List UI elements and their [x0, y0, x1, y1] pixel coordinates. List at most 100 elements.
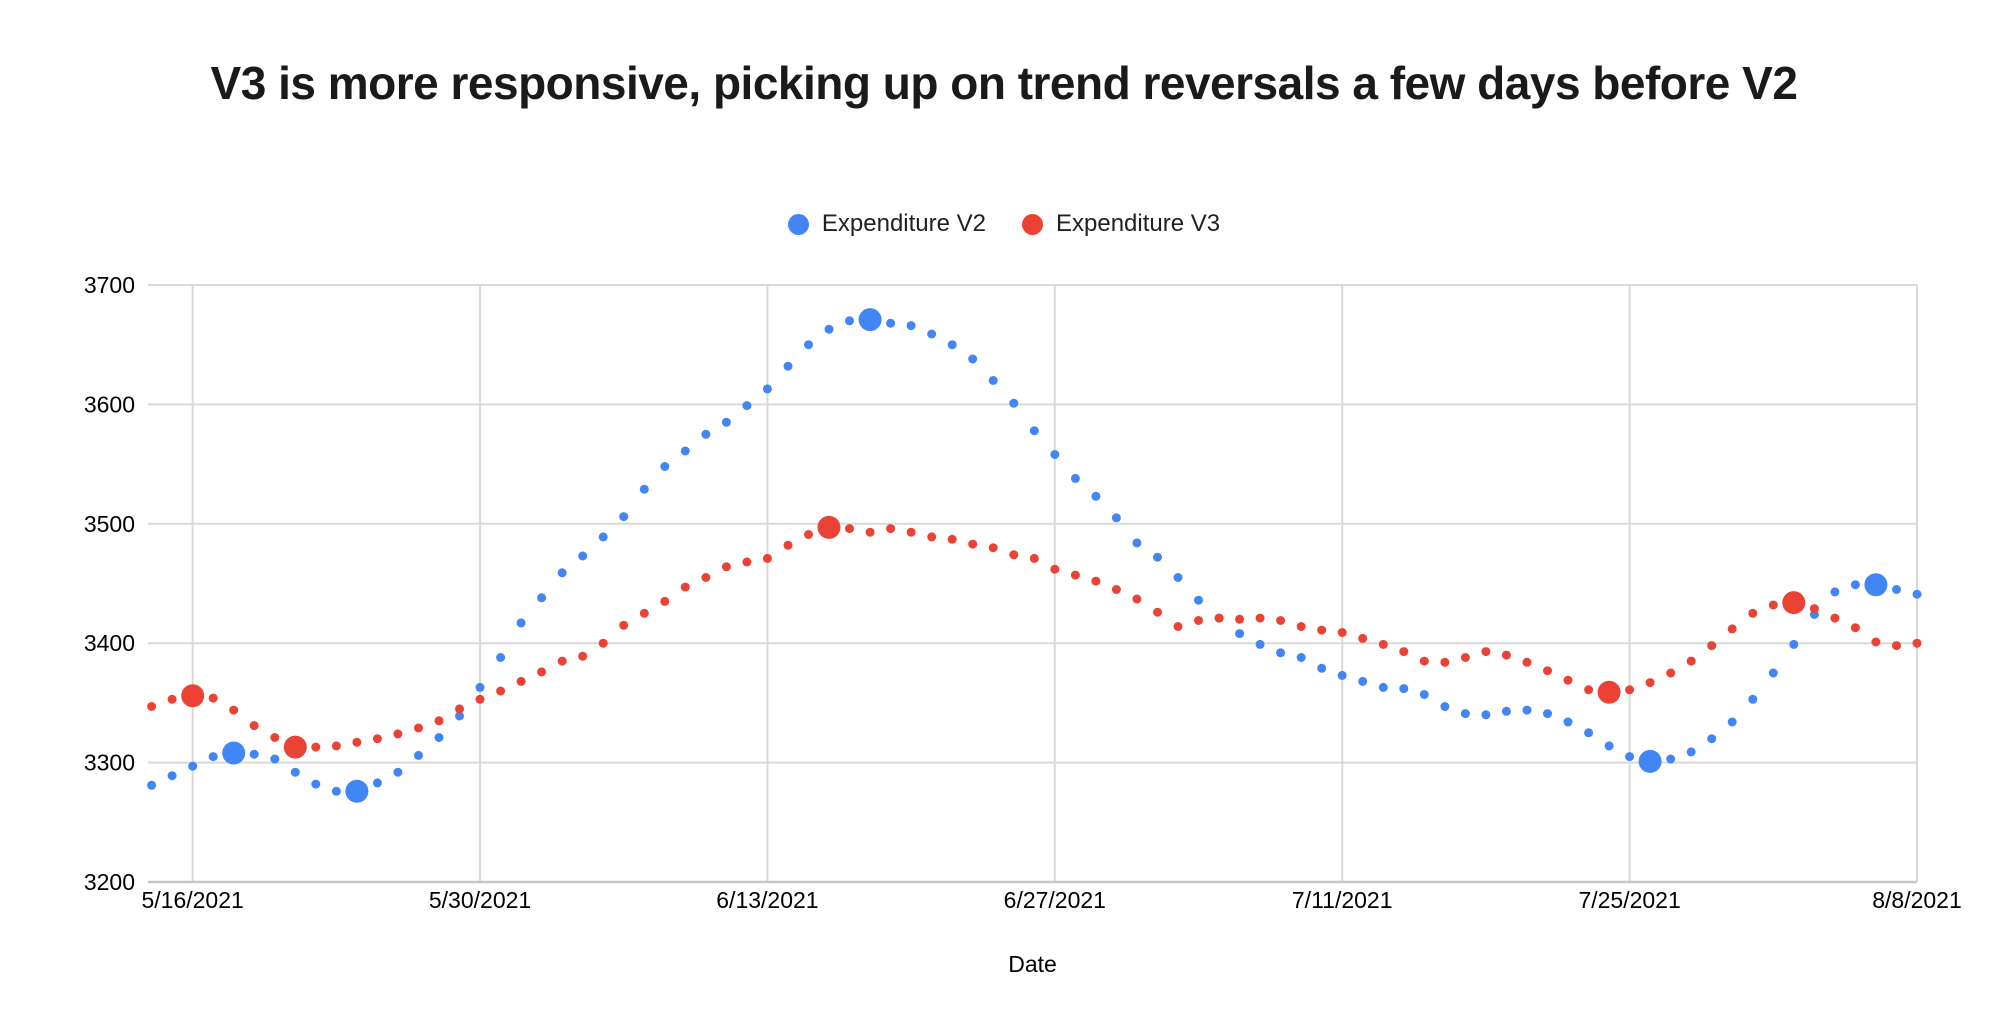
data-point-expenditure-v2[interactable] — [1358, 676, 1368, 686]
data-point-expenditure-v2[interactable] — [1768, 668, 1778, 678]
data-point-expenditure-v3[interactable] — [1050, 564, 1060, 574]
data-point-expenditure-v2[interactable] — [1501, 706, 1511, 716]
data-point-expenditure-v2[interactable] — [557, 568, 567, 578]
data-point-expenditure-v2[interactable] — [906, 321, 916, 331]
data-point-expenditure-v3[interactable] — [1830, 613, 1840, 623]
data-point-expenditure-v3[interactable] — [311, 742, 321, 752]
data-point-expenditure-v2[interactable] — [1419, 690, 1429, 699]
data-point-expenditure-v2[interactable] — [1132, 538, 1142, 548]
data-point-expenditure-v3[interactable] — [578, 651, 588, 661]
data-point-expenditure-v3[interactable] — [988, 543, 998, 553]
data-point-expenditure-v2[interactable] — [1830, 587, 1840, 597]
data-point-expenditure-v3[interactable] — [927, 532, 937, 542]
data-point-expenditure-v3-highlight[interactable] — [1782, 591, 1806, 615]
data-point-expenditure-v2[interactable] — [270, 754, 280, 764]
data-point-expenditure-v3[interactable] — [1296, 622, 1306, 631]
data-point-expenditure-v3[interactable] — [639, 608, 649, 618]
data-point-expenditure-v2[interactable] — [455, 711, 464, 721]
data-point-expenditure-v2[interactable] — [762, 384, 772, 394]
data-point-expenditure-v3[interactable] — [1153, 607, 1162, 617]
data-point-expenditure-v3[interactable] — [1686, 656, 1696, 666]
data-point-expenditure-v3[interactable] — [1173, 622, 1183, 631]
data-point-expenditure-v2[interactable] — [1111, 513, 1121, 523]
data-point-expenditure-v2[interactable] — [578, 551, 588, 561]
data-point-expenditure-v3[interactable] — [1809, 604, 1819, 614]
data-point-expenditure-v2[interactable] — [1378, 682, 1388, 692]
data-point-expenditure-v3[interactable] — [1255, 613, 1265, 623]
data-point-expenditure-v3[interactable] — [557, 656, 567, 666]
data-point-expenditure-v3[interactable] — [434, 716, 444, 726]
data-point-expenditure-v3[interactable] — [1399, 647, 1409, 657]
data-point-expenditure-v2[interactable] — [804, 340, 813, 350]
data-point-expenditure-v3[interactable] — [1009, 550, 1019, 560]
data-point-expenditure-v3[interactable] — [968, 539, 978, 549]
data-point-expenditure-v3[interactable] — [865, 527, 875, 537]
data-point-expenditure-v3[interactable] — [1645, 678, 1655, 688]
data-point-expenditure-v2[interactable] — [968, 354, 978, 364]
data-point-expenditure-v3[interactable] — [1501, 650, 1511, 660]
data-point-expenditure-v3[interactable] — [270, 733, 280, 742]
data-point-expenditure-v2[interactable] — [598, 532, 608, 542]
data-point-expenditure-v3-highlight[interactable] — [1597, 680, 1621, 704]
data-point-expenditure-v2[interactable] — [886, 318, 896, 328]
data-point-expenditure-v3[interactable] — [906, 527, 916, 537]
data-point-expenditure-v2-highlight[interactable] — [1864, 573, 1888, 597]
data-point-expenditure-v3-highlight[interactable] — [283, 735, 307, 759]
data-point-expenditure-v2[interactable] — [1584, 728, 1594, 738]
data-point-expenditure-v2[interactable] — [845, 316, 854, 326]
data-point-expenditure-v3[interactable] — [475, 694, 485, 704]
data-point-expenditure-v2[interactable] — [372, 778, 382, 788]
data-point-expenditure-v3[interactable] — [1276, 616, 1286, 625]
data-point-expenditure-v3[interactable] — [804, 530, 813, 539]
data-point-expenditure-v2[interactable] — [475, 682, 485, 692]
data-point-expenditure-v3[interactable] — [331, 741, 341, 751]
data-point-expenditure-v2[interactable] — [1850, 580, 1860, 590]
data-point-expenditure-v3[interactable] — [208, 693, 218, 703]
data-point-expenditure-v2[interactable] — [1070, 473, 1080, 483]
data-point-expenditure-v2[interactable] — [1481, 710, 1491, 720]
data-point-expenditure-v2[interactable] — [639, 484, 649, 494]
data-point-expenditure-v2[interactable] — [1050, 450, 1060, 459]
data-point-expenditure-v2-highlight[interactable] — [1638, 749, 1662, 773]
data-point-expenditure-v3[interactable] — [229, 705, 239, 715]
data-point-expenditure-v2[interactable] — [1666, 754, 1676, 764]
data-point-expenditure-v3-highlight[interactable] — [817, 515, 841, 539]
data-point-expenditure-v2[interactable] — [249, 749, 259, 759]
data-point-expenditure-v2[interactable] — [1296, 653, 1306, 662]
data-point-expenditure-v2[interactable] — [1543, 709, 1552, 719]
data-point-expenditure-v3[interactable] — [1892, 641, 1901, 651]
data-point-expenditure-v3[interactable] — [393, 729, 403, 739]
data-point-expenditure-v3[interactable] — [496, 686, 506, 696]
data-point-expenditure-v3[interactable] — [783, 540, 793, 550]
data-point-expenditure-v3[interactable] — [1584, 685, 1594, 695]
data-point-expenditure-v2[interactable] — [167, 771, 177, 781]
data-point-expenditure-v3[interactable] — [701, 573, 711, 582]
data-point-expenditure-v2[interactable] — [1625, 752, 1635, 762]
data-point-expenditure-v2[interactable] — [988, 376, 998, 385]
data-point-expenditure-v2[interactable] — [1460, 709, 1470, 719]
data-point-expenditure-v3-highlight[interactable] — [181, 684, 205, 708]
data-point-expenditure-v2[interactable] — [1255, 639, 1265, 649]
data-point-expenditure-v3[interactable] — [1666, 668, 1676, 678]
data-point-expenditure-v3[interactable] — [947, 534, 957, 544]
data-point-expenditure-v3[interactable] — [147, 702, 157, 711]
data-point-expenditure-v2[interactable] — [1276, 648, 1286, 658]
data-point-expenditure-v3[interactable] — [1481, 647, 1491, 657]
data-point-expenditure-v3[interactable] — [1871, 637, 1881, 647]
data-point-expenditure-v2[interactable] — [331, 786, 341, 796]
data-point-expenditure-v3[interactable] — [1111, 585, 1121, 594]
data-point-expenditure-v3[interactable] — [1768, 600, 1778, 610]
data-point-expenditure-v2[interactable] — [1235, 629, 1245, 639]
data-point-expenditure-v3[interactable] — [1543, 666, 1552, 676]
data-point-expenditure-v2[interactable] — [701, 429, 711, 439]
data-point-expenditure-v2[interactable] — [824, 324, 834, 334]
data-point-expenditure-v2[interactable] — [1789, 639, 1799, 649]
data-point-expenditure-v3[interactable] — [516, 676, 526, 686]
data-point-expenditure-v3[interactable] — [1235, 614, 1245, 624]
data-point-expenditure-v3[interactable] — [1625, 685, 1635, 695]
data-point-expenditure-v2[interactable] — [1173, 573, 1183, 582]
data-point-expenditure-v2[interactable] — [927, 329, 937, 339]
data-point-expenditure-v2[interactable] — [496, 653, 506, 662]
data-point-expenditure-v2[interactable] — [619, 512, 629, 522]
data-point-expenditure-v2[interactable] — [1009, 398, 1019, 408]
